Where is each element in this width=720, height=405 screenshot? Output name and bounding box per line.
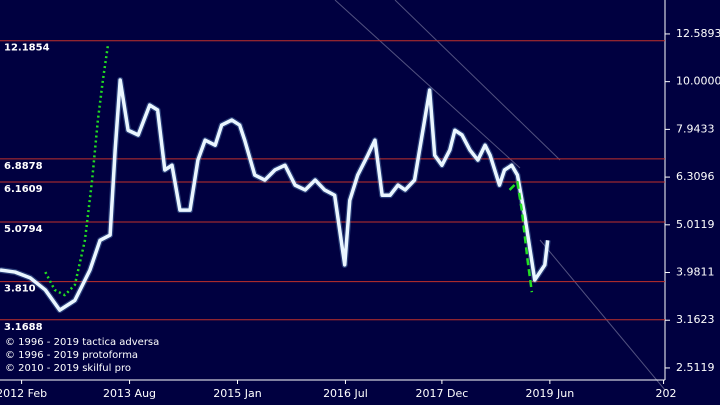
x-tick-label: 202: [656, 387, 677, 400]
y-tick-label: 5.0119: [676, 218, 715, 231]
x-tick-label: 2016 Jul: [323, 387, 368, 400]
x-tick-label: 2019 Jun: [526, 387, 575, 400]
y-tick-label: 2.5119: [676, 361, 715, 374]
y-tick-label: 6.3096: [676, 170, 715, 183]
level-label: 3.1688: [4, 322, 43, 333]
y-tick-label: 10.0000: [676, 75, 720, 88]
trend-line: [334, 0, 521, 169]
trend-line: [394, 0, 561, 161]
y-tick-label: 3.1623: [676, 313, 715, 326]
x-tick-label: 2012 Feb: [0, 387, 47, 400]
series-line: [44, 44, 110, 297]
level-label: 12.1854: [4, 43, 50, 54]
x-tick-label: 2017 Dec: [416, 387, 469, 400]
credit: © 2010 - 2019 skilful pro: [5, 363, 131, 374]
level-label: 6.8878: [4, 161, 43, 172]
level-label: 6.1609: [4, 184, 43, 195]
trend-line: [539, 239, 666, 391]
trend-lines: [334, 0, 666, 391]
x-tick-label: 2013 Aug: [103, 387, 156, 400]
level-label: 5.0794: [4, 224, 43, 235]
x-tick-label: 2015 Jan: [213, 387, 261, 400]
credit: © 1996 - 2019 protoforma: [5, 350, 138, 361]
series-line: [508, 180, 534, 293]
y-tick-label: 7.9433: [676, 122, 715, 135]
y-tick-label: 3.9811: [676, 266, 715, 279]
level-label: 3.810: [4, 284, 36, 295]
credit: © 1996 - 2019 tactica adversa: [5, 337, 159, 348]
y-tick-label: 12.5893: [676, 27, 720, 40]
series-line: [0, 78, 550, 312]
